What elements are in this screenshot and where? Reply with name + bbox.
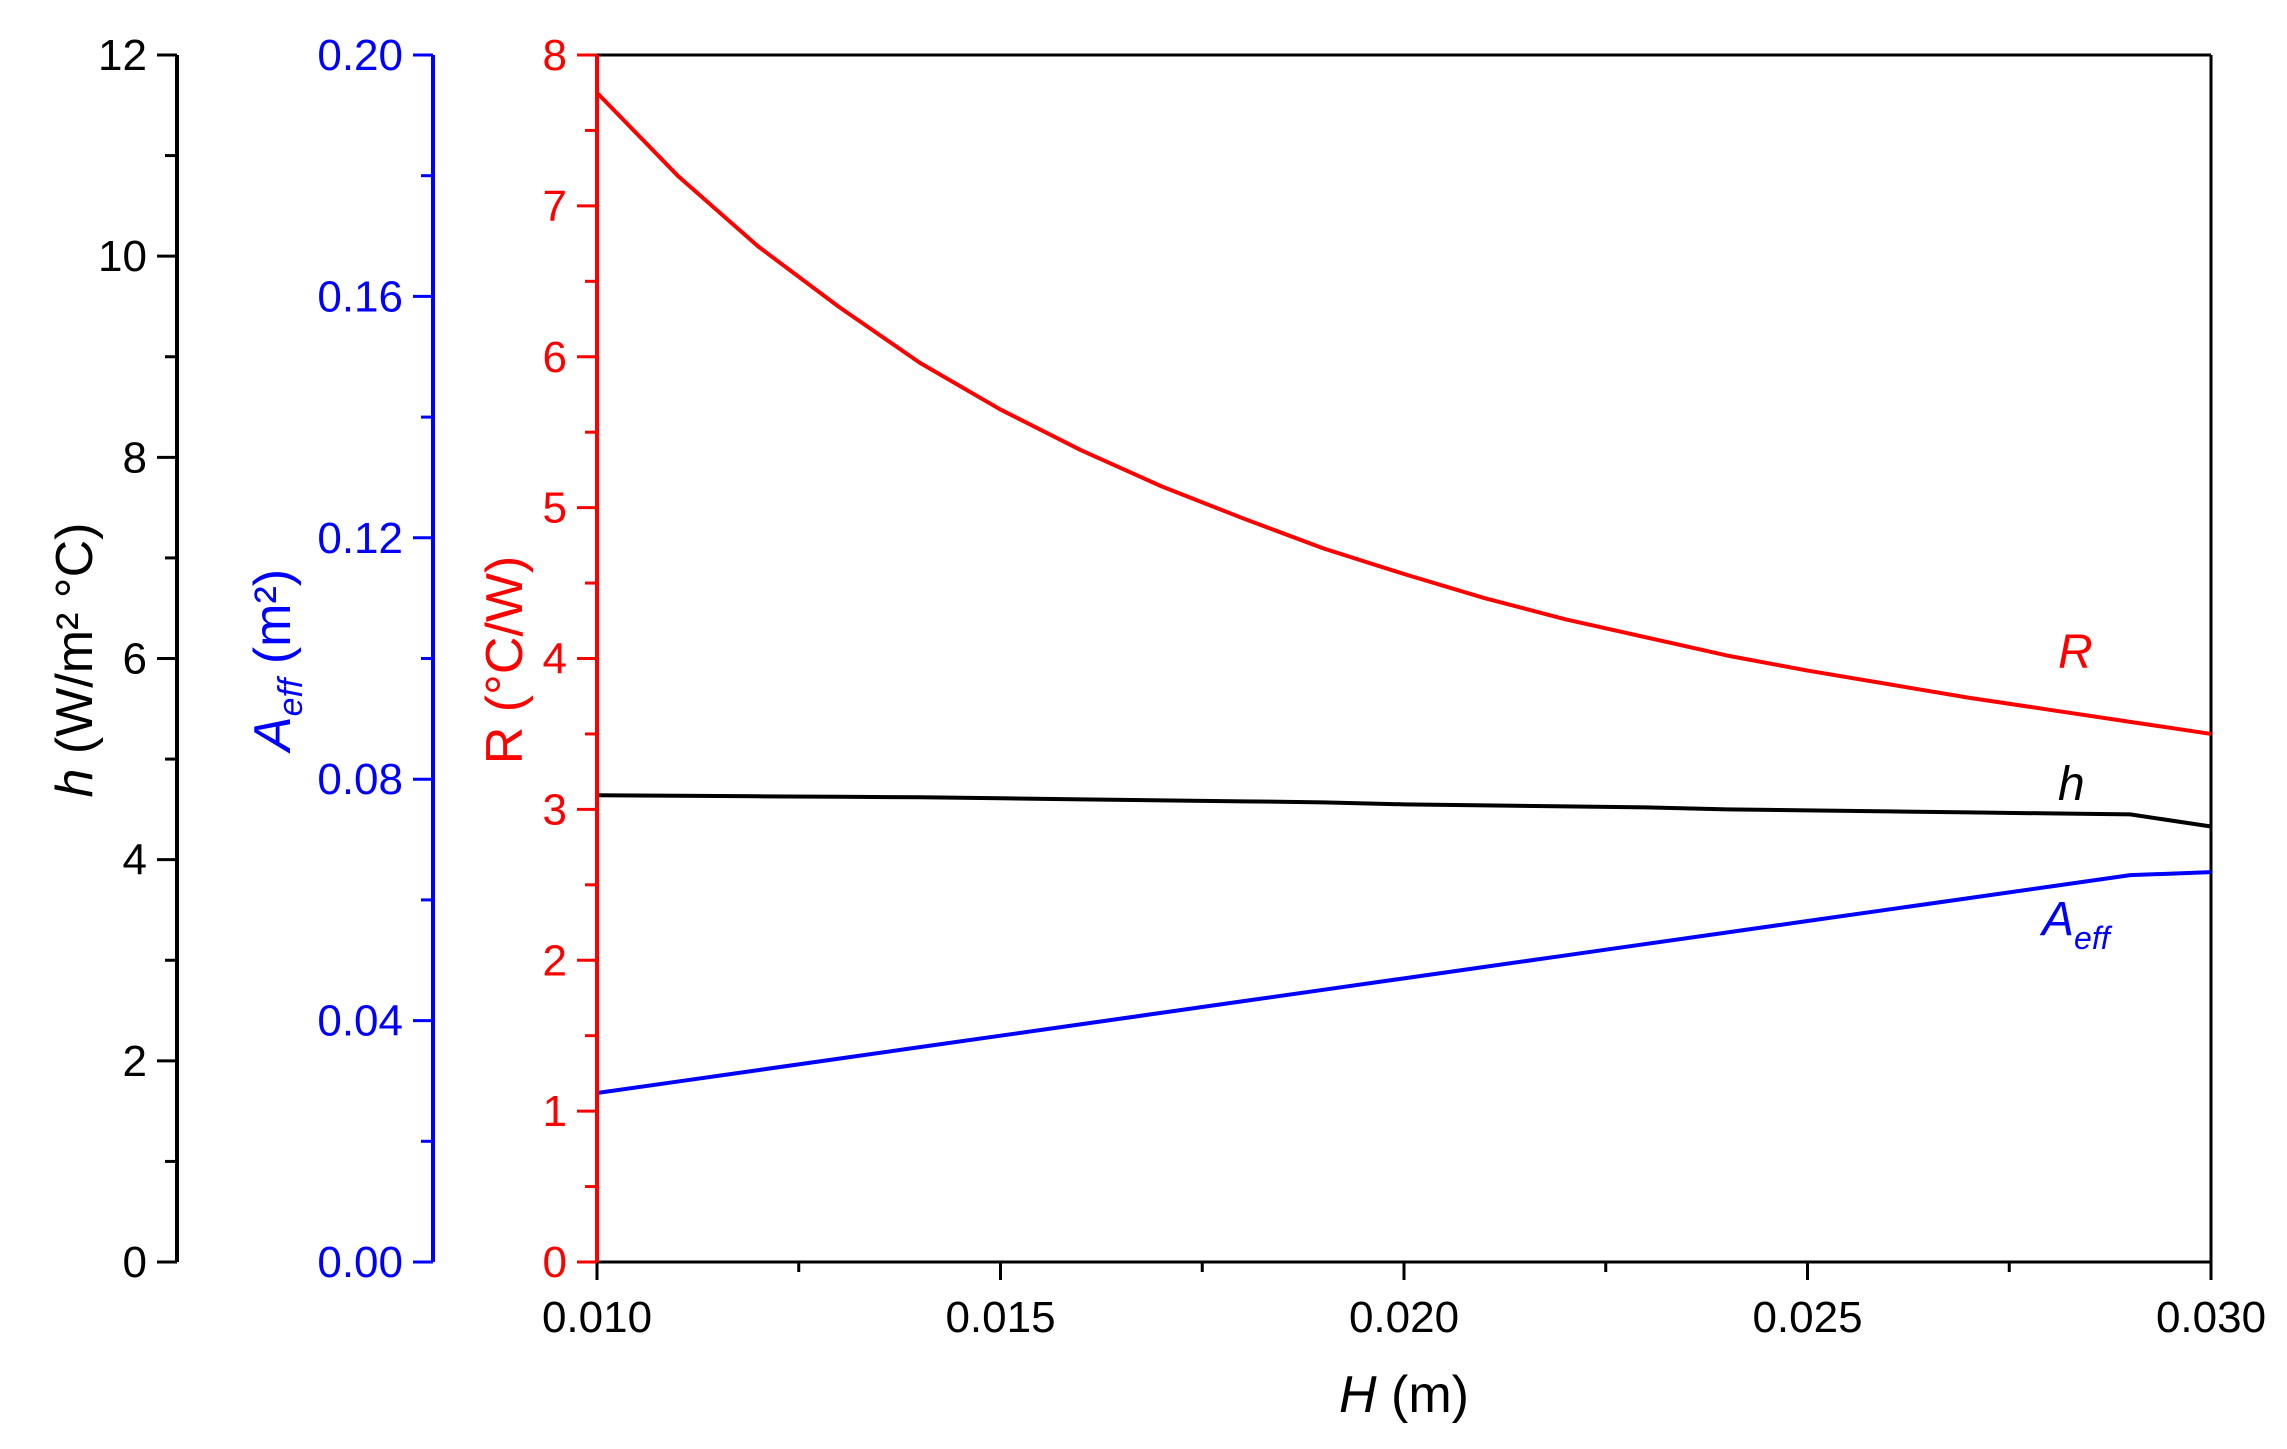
x-tick-label: 0.030 <box>2156 1293 2266 1342</box>
y-tick-label-h: 0 <box>123 1238 147 1287</box>
y-tick-label-Aeff: 0.00 <box>317 1238 403 1287</box>
y-tick-label-R: 8 <box>543 31 567 80</box>
series-label-R: R <box>2058 626 2093 679</box>
series-layer <box>595 91 2212 1096</box>
series-line-h <box>596 793 2212 829</box>
y-axis-title-R: R (°C/W) <box>476 556 534 765</box>
y-tick-label-R: 0 <box>543 1238 567 1287</box>
x-tick-label: 0.025 <box>1752 1293 1862 1342</box>
y-tick-label-R: 5 <box>543 484 567 533</box>
series-label-h: h <box>2058 758 2085 811</box>
y-tick-label-R: 7 <box>543 182 567 231</box>
series-line-Aeff <box>596 870 2212 1096</box>
series-line-R <box>595 91 2212 736</box>
y-tick-label-h: 2 <box>123 1037 147 1086</box>
y-tick-label-h: 8 <box>123 433 147 482</box>
y-tick-label-R: 6 <box>543 333 567 382</box>
y-tick-label-R: 3 <box>543 785 567 834</box>
y-axis-title-h: h (W/m² °C) <box>46 523 104 798</box>
y-tick-label-h: 4 <box>123 836 147 885</box>
y-tick-label-R: 2 <box>543 936 567 985</box>
y-tick-label-h: 6 <box>123 635 147 684</box>
x-tick-label: 0.015 <box>945 1293 1055 1342</box>
x-axis-title: H (m) <box>1339 1366 1469 1424</box>
plot-frame <box>597 53 2213 1264</box>
series-label-Aeff: Aeff <box>2039 893 2113 956</box>
x-tick-label: 0.020 <box>1349 1293 1459 1342</box>
y-tick-label-Aeff: 0.08 <box>317 755 403 804</box>
y-axis-title-Aeff: Aeff (m²) <box>244 569 310 754</box>
y-tick-label-Aeff: 0.16 <box>317 272 403 321</box>
y-tick-label-Aeff: 0.04 <box>317 997 403 1046</box>
labels-layer: R (°C/W) Aeff (m²) h (W/m² °C) Rh Aeff <box>46 523 2113 956</box>
x-tick-label: 0.010 <box>542 1293 652 1342</box>
y-tick-label-R: 4 <box>543 635 567 684</box>
y-tick-label-R: 1 <box>543 1087 567 1136</box>
y-axis-h: 0 2 4 6 8 10 12 <box>98 31 179 1287</box>
y-axis-R: 0 1 2 3 4 5 6 7 8 <box>543 31 599 1287</box>
y-tick-label-h: 10 <box>98 232 147 281</box>
y-axis-Aeff: 0.00 0.04 0.08 0.12 0.16 0.20 <box>317 31 435 1287</box>
y-tick-label-h: 12 <box>98 31 147 80</box>
y-tick-label-Aeff: 0.12 <box>317 514 403 563</box>
y-tick-label-Aeff: 0.20 <box>317 31 403 80</box>
